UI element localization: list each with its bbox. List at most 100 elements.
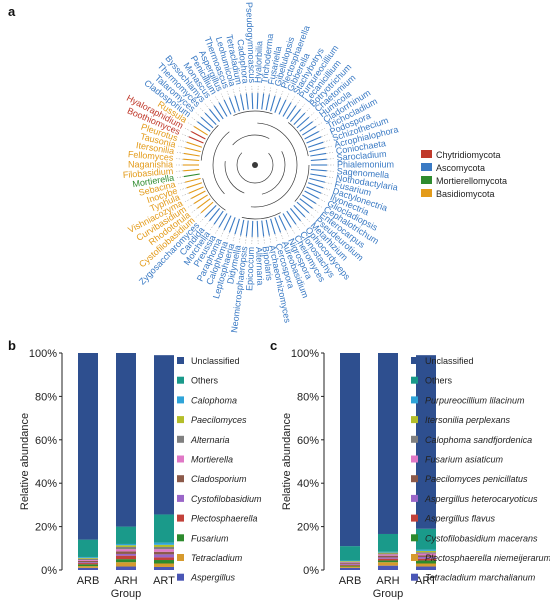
tree-branch xyxy=(240,94,245,111)
legend-entry: Plectosphaerella xyxy=(191,514,258,524)
bar-segment-aspergillus-heterocaryoticus xyxy=(416,556,436,559)
tree-branch-arc xyxy=(224,134,286,196)
bar-segment-purpureocillium-lilacinum xyxy=(378,551,398,553)
legend-entry: Purpureocillium lilacinum xyxy=(425,395,525,405)
legend-swatch xyxy=(177,416,184,424)
tree-branch xyxy=(293,112,306,125)
tree-leader-line xyxy=(285,229,290,237)
tree-leader-line xyxy=(238,87,241,95)
legend-swatch xyxy=(177,357,184,364)
tree-branch xyxy=(270,95,276,112)
bar-segment-aspergillus-heterocaryoticus xyxy=(340,563,360,565)
tree-leader-line xyxy=(178,145,186,149)
bar-segment-unclassified xyxy=(116,353,136,527)
tree-branch-arc xyxy=(236,146,274,184)
panel-a-label: a xyxy=(8,4,16,19)
bar-segment-cladosporium xyxy=(116,551,136,554)
tree-leader-line xyxy=(312,117,319,122)
legend-entry: Cladosporium xyxy=(191,474,247,484)
legend-swatch xyxy=(411,475,418,483)
tree-tip-label: Epicoccum xyxy=(244,247,256,291)
legend-entry: Tetracladium xyxy=(191,553,243,563)
bar-segment-calophoma xyxy=(116,543,136,546)
tree-leader-line xyxy=(195,112,202,118)
y-tick-label: 100% xyxy=(291,348,319,360)
bar-segment-fusarium-asiaticum xyxy=(416,553,436,556)
bar-segment-tetracladium xyxy=(116,562,136,567)
tree-leader-line xyxy=(300,220,306,227)
tree-branch xyxy=(213,105,224,120)
tree-branch xyxy=(188,186,204,194)
legend-swatch xyxy=(177,396,184,404)
legend-entry: Ascomycota xyxy=(436,163,485,173)
legend-swatch xyxy=(411,554,418,561)
bar-segment-cystofilobasidium xyxy=(78,562,98,564)
tree-branch xyxy=(286,210,297,225)
bar-segment-itersonilia-perplexans xyxy=(340,561,360,562)
tree-branch xyxy=(228,217,236,233)
tree-branch-arc xyxy=(200,110,310,220)
tree-leader-line xyxy=(308,212,315,218)
x-tick-label: ARH xyxy=(114,575,137,587)
y-tick-label: 60% xyxy=(35,435,57,447)
tree-leader-line xyxy=(182,133,189,138)
x-tick-label: ART xyxy=(153,575,175,587)
tree-leader-line xyxy=(280,91,284,98)
tree-tip-label: Filobasidium xyxy=(122,166,173,180)
y-tick-label: 80% xyxy=(297,391,319,403)
bar-segment-aspergillus xyxy=(154,566,174,570)
legend-entry: Fusarium asiaticum xyxy=(425,455,504,465)
y-axis-label: Relative abundance xyxy=(281,413,293,510)
bar-segment-fusarium xyxy=(116,559,136,563)
legend-swatch xyxy=(177,435,184,443)
bar-segment-mortierella xyxy=(154,549,174,552)
tree-leader-line xyxy=(269,87,272,95)
tree-leader-line xyxy=(245,236,247,244)
bar-segment-fusarium xyxy=(78,564,98,567)
tree-legend: Chytridiomycota Ascomycota Mortierellomyco… xyxy=(421,150,507,199)
tree-branch xyxy=(278,99,287,115)
legend-swatch xyxy=(177,554,184,561)
bar-segment-paecilomyces xyxy=(116,545,136,547)
tree-leader-line xyxy=(176,158,184,160)
bar-segment-cladosporium xyxy=(154,551,174,555)
tree-branch xyxy=(213,210,224,225)
tree-branch xyxy=(289,108,301,122)
tree-leader-line xyxy=(200,216,206,223)
legend-entry: Paecilomyces penicillatus xyxy=(425,474,528,484)
bar-segment-others xyxy=(78,539,98,557)
tree-leader-line xyxy=(326,176,334,178)
tree-branch xyxy=(188,136,204,144)
y-tick-label: 40% xyxy=(35,478,57,490)
tree-branches xyxy=(200,110,310,220)
tree-tip-label: Alternaria xyxy=(254,247,266,286)
legend-entry: Unclassified xyxy=(191,356,240,366)
bar-segment-unclassified xyxy=(378,353,398,534)
legend-swatch xyxy=(421,176,432,184)
tree-branch xyxy=(296,201,310,214)
bar-segment-others xyxy=(154,514,174,543)
tree-leader-line xyxy=(318,198,326,202)
tree-branch xyxy=(265,94,270,111)
tree-branch xyxy=(289,208,301,222)
bar-segment-paecilomyces-penicillatus xyxy=(378,555,398,558)
legend-swatch xyxy=(177,573,184,581)
tree-branch xyxy=(245,93,249,110)
tree-leader-line xyxy=(220,93,225,101)
bar-segment-alternaria xyxy=(116,546,136,550)
tree-branch xyxy=(278,215,287,231)
tree-branch xyxy=(234,218,240,235)
bar-segment-paecilomyces xyxy=(154,544,174,547)
tree-leader-line xyxy=(263,236,265,244)
tree-tip-label: Sagenomella xyxy=(336,166,389,180)
y-tick-label: 20% xyxy=(35,522,57,534)
tree-branch xyxy=(310,152,327,157)
bar-segment-mortierella xyxy=(116,549,136,552)
tree-branch xyxy=(186,141,203,148)
legend-swatch xyxy=(177,455,184,463)
bar-segment-fusarium-asiaticum xyxy=(340,562,360,564)
y-tick-label: 0% xyxy=(303,565,319,577)
legend-swatch xyxy=(177,514,184,522)
tree-leader-line xyxy=(204,103,210,110)
legend-swatch xyxy=(411,396,418,404)
